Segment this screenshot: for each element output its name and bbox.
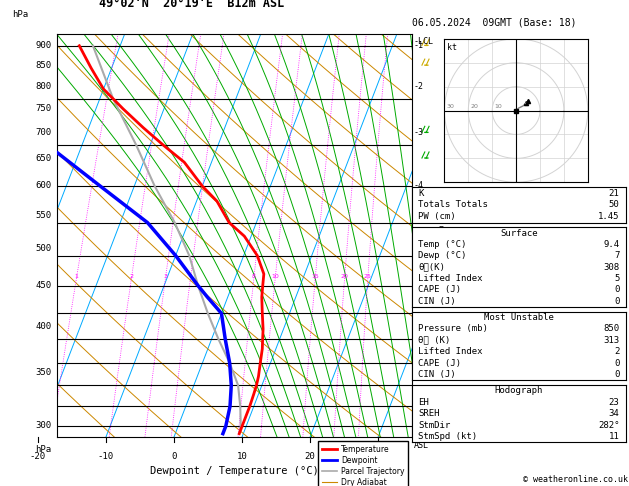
Text: 700: 700 [35, 128, 52, 137]
Text: -2: -2 [414, 82, 424, 91]
Text: -3: -3 [414, 128, 424, 137]
Text: -10: -10 [97, 451, 114, 461]
Text: 7: 7 [614, 251, 620, 260]
Text: -5: -5 [414, 211, 424, 220]
Text: -9: -9 [414, 421, 424, 430]
Text: Most Unstable: Most Unstable [484, 313, 554, 322]
Text: -7: -7 [414, 322, 424, 330]
Text: 900: 900 [35, 41, 52, 50]
Text: 30: 30 [372, 451, 383, 461]
Text: kt: kt [447, 43, 457, 52]
Text: CIN (J): CIN (J) [418, 296, 456, 306]
Text: PW (cm): PW (cm) [418, 212, 456, 221]
Text: -20: -20 [30, 451, 46, 461]
Text: Dewpoint / Temperature (°C): Dewpoint / Temperature (°C) [150, 466, 319, 476]
Text: 650: 650 [35, 154, 52, 162]
Text: 5: 5 [614, 274, 620, 283]
Text: Surface: Surface [500, 228, 538, 238]
Text: 400: 400 [35, 322, 52, 330]
Text: StmDir: StmDir [418, 421, 450, 430]
Text: EH: EH [418, 398, 429, 407]
Text: -LCL: -LCL [414, 37, 434, 46]
Legend: Temperature, Dewpoint, Parcel Trajectory, Dry Adiabat, Wet Adiabat, Isotherm, Mi: Temperature, Dewpoint, Parcel Trajectory… [318, 441, 408, 486]
Text: 06.05.2024  09GMT (Base: 18): 06.05.2024 09GMT (Base: 18) [412, 17, 577, 27]
Text: 1.45: 1.45 [598, 212, 620, 221]
Text: 10: 10 [237, 451, 247, 461]
Text: 0: 0 [614, 370, 620, 379]
Text: 4: 4 [188, 274, 192, 279]
Text: 3: 3 [164, 274, 167, 279]
Text: 0: 0 [171, 451, 177, 461]
Text: 34: 34 [609, 409, 620, 418]
Text: -4: -4 [414, 181, 424, 190]
Text: 500: 500 [35, 244, 52, 253]
Text: -1: -1 [414, 41, 424, 50]
Text: 8: 8 [252, 274, 255, 279]
Text: -8: -8 [414, 368, 424, 377]
Text: Mixing Ratio (g/kg): Mixing Ratio (g/kg) [438, 192, 447, 279]
Text: 0: 0 [614, 359, 620, 367]
Text: 15: 15 [311, 274, 319, 279]
Text: SREH: SREH [418, 409, 440, 418]
Text: 300: 300 [35, 421, 52, 430]
Text: 308: 308 [603, 262, 620, 272]
Text: 1: 1 [74, 274, 78, 279]
Text: CIN (J): CIN (J) [418, 370, 456, 379]
Text: 2: 2 [614, 347, 620, 356]
Text: Lifted Index: Lifted Index [418, 274, 483, 283]
Text: -6: -6 [414, 281, 424, 290]
Text: km
ASL: km ASL [414, 432, 429, 450]
Text: 20: 20 [470, 104, 479, 109]
Text: 20: 20 [340, 274, 348, 279]
Text: 2: 2 [130, 274, 133, 279]
Text: 25: 25 [364, 274, 372, 279]
Text: hPa: hPa [35, 445, 52, 453]
Text: © weatheronline.co.uk: © weatheronline.co.uk [523, 474, 628, 484]
Text: 11: 11 [609, 432, 620, 441]
Text: CAPE (J): CAPE (J) [418, 285, 462, 295]
Text: 850: 850 [603, 324, 620, 333]
Text: 21: 21 [609, 189, 620, 197]
Text: 550: 550 [35, 211, 52, 220]
Text: K: K [418, 189, 424, 197]
Text: 282°: 282° [598, 421, 620, 430]
Text: 20: 20 [304, 451, 315, 461]
Text: StmSpd (kt): StmSpd (kt) [418, 432, 477, 441]
Text: Totals Totals: Totals Totals [418, 200, 488, 209]
Text: 10: 10 [494, 104, 503, 109]
Text: 23: 23 [609, 398, 620, 407]
Text: CAPE (J): CAPE (J) [418, 359, 462, 367]
Text: 49°02'N  20°19'E  B12m ASL: 49°02'N 20°19'E B12m ASL [99, 0, 284, 10]
Text: 0: 0 [614, 285, 620, 295]
Text: Temp (°C): Temp (°C) [418, 240, 467, 249]
Text: 50: 50 [609, 200, 620, 209]
Text: Pressure (mb): Pressure (mb) [418, 324, 488, 333]
Text: hPa: hPa [13, 10, 29, 19]
Text: 750: 750 [35, 104, 52, 113]
Text: 0: 0 [614, 296, 620, 306]
Text: 850: 850 [35, 61, 52, 69]
Text: 30: 30 [447, 104, 455, 109]
Text: Dewp (°C): Dewp (°C) [418, 251, 467, 260]
Text: θᴄ(K): θᴄ(K) [418, 262, 445, 272]
Text: 313: 313 [603, 336, 620, 345]
Text: 10: 10 [271, 274, 279, 279]
Text: 9.4: 9.4 [603, 240, 620, 249]
Text: Lifted Index: Lifted Index [418, 347, 483, 356]
Text: 800: 800 [35, 82, 52, 91]
Text: 600: 600 [35, 181, 52, 190]
Text: Hodograph: Hodograph [495, 386, 543, 395]
Text: θᴄ (K): θᴄ (K) [418, 336, 450, 345]
Text: 450: 450 [35, 281, 52, 290]
Text: 350: 350 [35, 368, 52, 377]
